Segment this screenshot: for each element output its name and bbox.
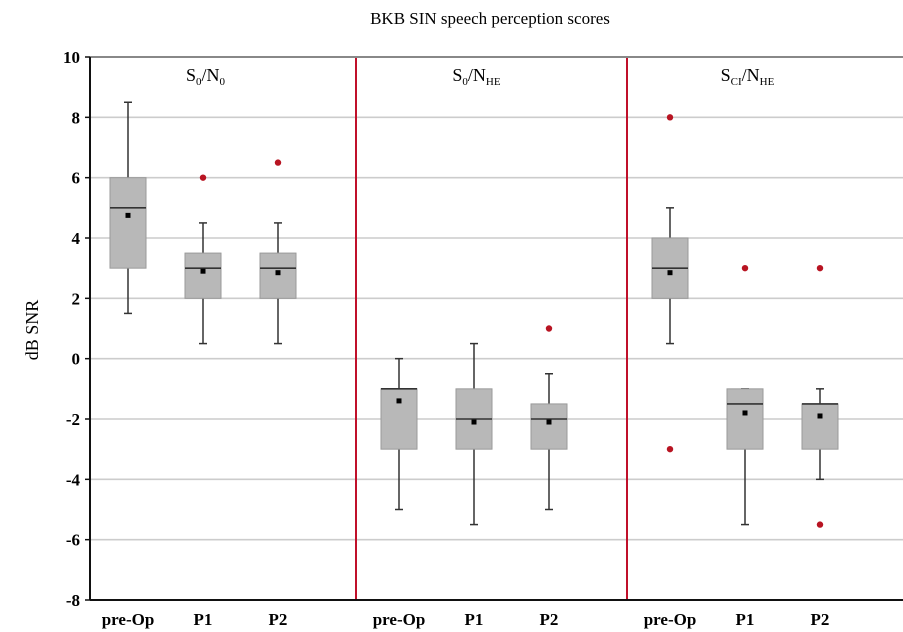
iqr-box [530, 403, 568, 450]
box-pre-op [380, 357, 418, 511]
outlier-point [274, 159, 282, 166]
box-p2 [259, 159, 297, 345]
x-tick-label: pre-Op [102, 610, 155, 629]
x-tick-label: P2 [269, 610, 288, 629]
panel-label: S0/NHE [452, 65, 500, 88]
grid-lines [90, 116, 903, 541]
panel-1: S0/N0 pre-Op P1 P2 [102, 65, 297, 629]
box-p1 [726, 264, 764, 526]
y-tick-label: 2 [72, 289, 81, 308]
x-tick-label: pre-Op [373, 610, 426, 629]
box-p1 [184, 174, 222, 345]
iqr-box [801, 403, 839, 450]
y-axis-label: dB SNR [22, 300, 42, 361]
chart-title: BKB SIN speech perception scores [370, 9, 610, 28]
x-tick-label: pre-Op [644, 610, 697, 629]
y-tick-label: -2 [66, 410, 80, 429]
mean-marker [546, 419, 552, 425]
mean-marker [817, 413, 823, 419]
y-tick-label: -8 [66, 591, 80, 610]
y-tick-label: 6 [72, 169, 81, 188]
y-tick-label: 4 [72, 229, 81, 248]
mean-marker [275, 270, 281, 276]
panel-3: SCI/NHE pre-Op P1 P2 [644, 65, 839, 629]
y-tick-label: -4 [66, 470, 81, 489]
outlier-point [741, 264, 749, 272]
iqr-box [109, 177, 147, 269]
x-tick-label: P1 [465, 610, 484, 629]
iqr-box [380, 388, 418, 450]
panel-label: SCI/NHE [721, 65, 775, 88]
mean-marker [396, 398, 402, 404]
mean-marker [667, 270, 673, 276]
box-p2 [801, 264, 839, 528]
panel-2: S0/NHE pre-Op P1 P2 [373, 65, 568, 629]
outlier-point [666, 114, 674, 121]
iqr-box [184, 252, 222, 299]
mean-marker [742, 410, 748, 416]
mean-marker [200, 268, 206, 274]
outlier-point [816, 521, 824, 528]
axis-frame [89, 56, 903, 601]
outlier-point [666, 445, 674, 453]
outlier-point [545, 325, 553, 332]
panel-dividers [355, 57, 628, 600]
x-tick-label: P2 [811, 610, 830, 629]
mean-marker [125, 212, 131, 218]
iqr-box [726, 388, 764, 450]
outlier-point [199, 174, 207, 181]
box-pre-op [651, 114, 689, 453]
y-tick-label: -6 [66, 531, 80, 550]
y-tick-labels: -8 -6 -4 -2 0 2 4 6 8 10 [63, 48, 90, 610]
y-tick-label: 8 [72, 108, 81, 127]
box-p2 [530, 325, 568, 511]
x-tick-label: P2 [540, 610, 559, 629]
box-p1 [455, 342, 493, 526]
panel-label: S0/N0 [186, 65, 226, 88]
box-pre-op [109, 101, 147, 315]
x-tick-label: P1 [194, 610, 213, 629]
y-tick-label: 0 [72, 350, 81, 369]
mean-marker [471, 419, 477, 425]
y-tick-label: 10 [63, 48, 80, 67]
chart-panels: S0/N0 pre-Op P1 P2 S0/NHE pre-Op P1 P2 SCI/NHE pr… [102, 65, 839, 629]
iqr-box [259, 252, 297, 299]
outlier-point [816, 264, 824, 272]
x-tick-label: P1 [736, 610, 755, 629]
